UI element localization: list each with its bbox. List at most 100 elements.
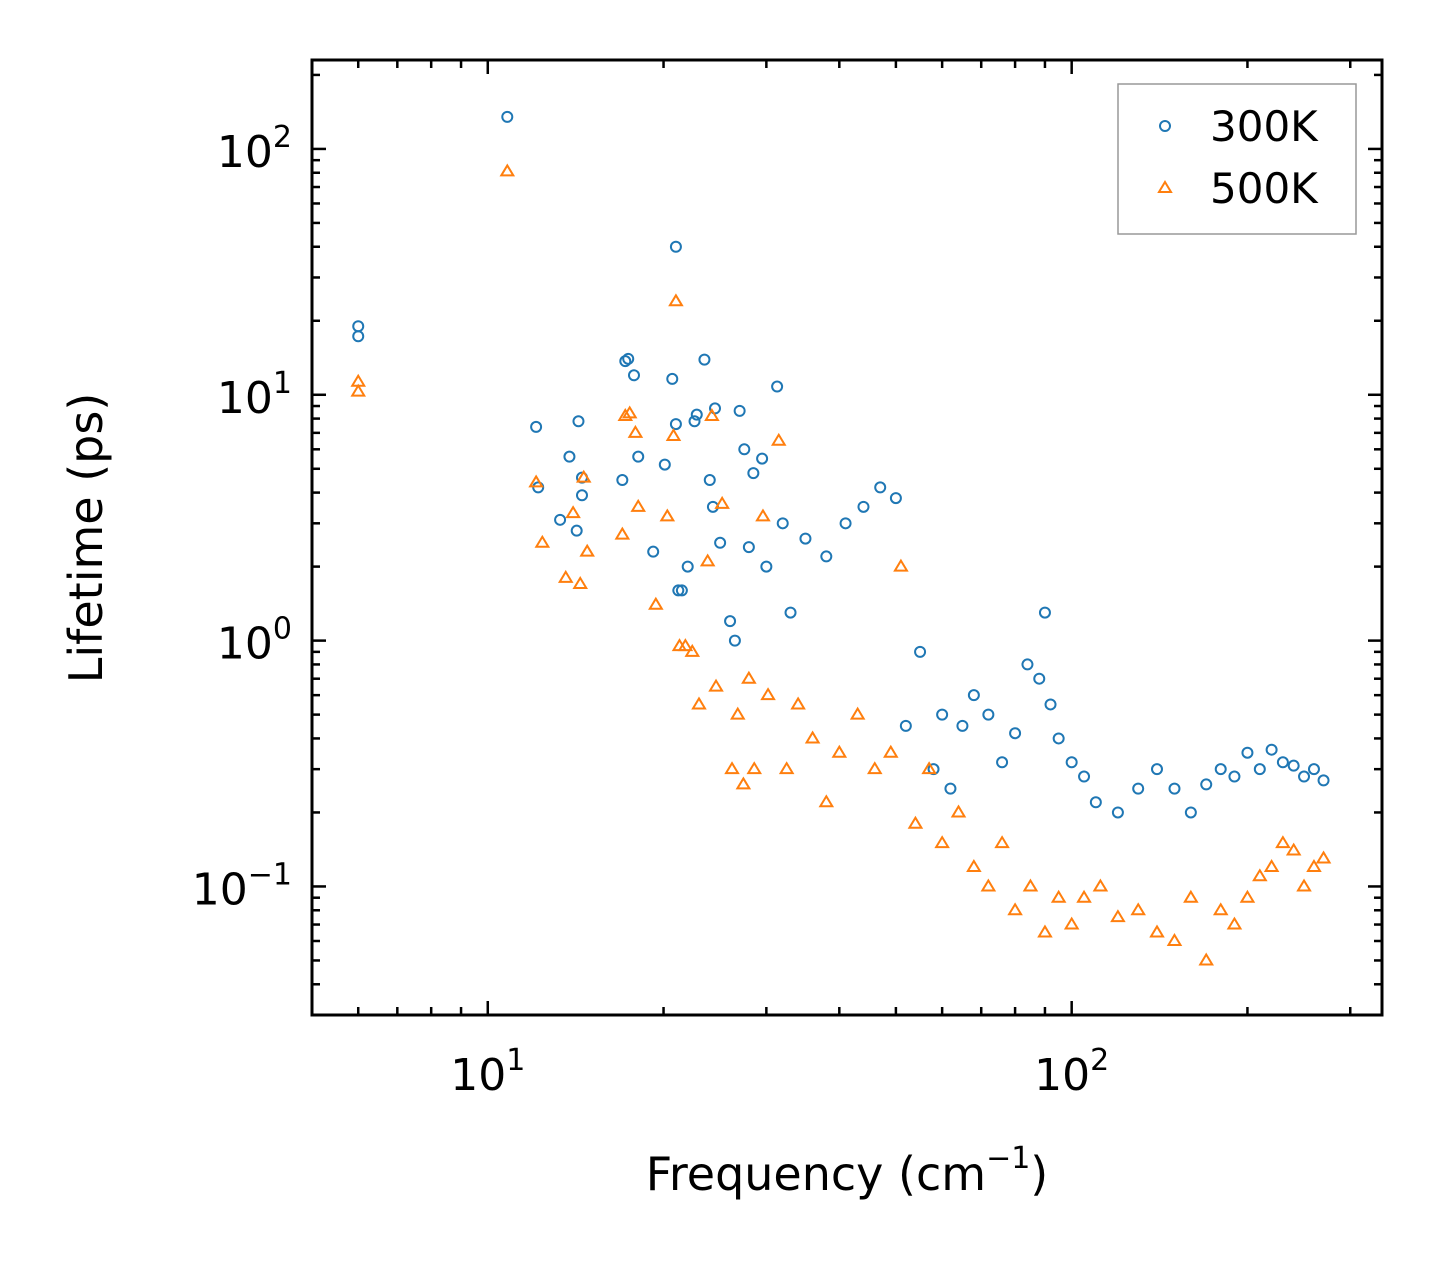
data-point <box>677 638 694 652</box>
data-point <box>557 569 574 583</box>
data-point <box>1052 732 1065 745</box>
data-point <box>1132 782 1145 795</box>
data-point <box>1183 889 1199 903</box>
data-point <box>1009 727 1022 740</box>
data-point <box>1265 743 1278 756</box>
y-tick-label: 101 <box>217 366 292 424</box>
data-point <box>534 534 551 548</box>
data-point <box>1092 878 1109 892</box>
data-point <box>563 450 576 463</box>
data-point <box>352 320 365 333</box>
data-point <box>1275 835 1291 849</box>
data-point <box>1226 916 1243 930</box>
data-point <box>570 524 583 537</box>
data-point <box>350 383 367 397</box>
data-point <box>1198 952 1214 966</box>
data-point <box>665 428 682 441</box>
data-point <box>1252 868 1268 882</box>
data-point <box>1263 859 1280 872</box>
data-point <box>554 513 567 526</box>
data-point <box>956 719 969 732</box>
data-point <box>728 634 741 647</box>
data-point <box>804 730 821 744</box>
data-point <box>967 689 980 702</box>
data-point <box>1166 933 1183 946</box>
y-axis-title: Lifetime (ps) <box>59 393 113 684</box>
data-point <box>1149 924 1165 938</box>
data-point <box>714 495 730 509</box>
data-point <box>980 878 997 892</box>
x-axis-title: Frequency (cm−1) <box>646 1141 1049 1201</box>
data-point <box>1044 698 1057 711</box>
data-point <box>528 474 544 488</box>
data-point <box>1214 763 1227 776</box>
data-point <box>572 576 589 589</box>
data-point <box>691 696 707 710</box>
data-point <box>565 505 581 519</box>
data-point <box>1285 842 1302 856</box>
data-point <box>352 330 365 343</box>
data-point <box>501 110 514 123</box>
data-point <box>994 835 1010 849</box>
data-point <box>1089 796 1102 809</box>
data-point <box>776 517 789 530</box>
data-point <box>760 560 773 573</box>
data-point <box>622 352 635 365</box>
data-point <box>1111 806 1124 819</box>
data-point <box>831 744 848 758</box>
data-point <box>724 615 737 628</box>
data-point <box>818 794 835 808</box>
data-point <box>572 415 585 428</box>
data-point <box>1317 774 1330 787</box>
data-point <box>771 380 784 393</box>
data-point <box>747 467 760 480</box>
data-point <box>899 719 912 732</box>
data-point <box>820 550 833 563</box>
data-point <box>614 526 631 540</box>
plot-area <box>350 110 1332 966</box>
data-point <box>778 761 795 775</box>
data-point <box>784 606 797 619</box>
data-point <box>698 353 711 366</box>
data-point <box>669 240 682 253</box>
data-point <box>756 452 769 465</box>
data-point <box>1168 782 1181 795</box>
data-point <box>616 474 629 487</box>
data-point <box>1130 902 1146 916</box>
data-point <box>1212 902 1229 916</box>
data-point <box>1007 902 1023 916</box>
data-point <box>907 815 924 829</box>
data-point <box>936 708 949 721</box>
data-point <box>849 706 866 720</box>
data-point <box>1276 756 1289 769</box>
data-point <box>669 418 682 431</box>
data-point <box>1033 672 1046 685</box>
data-point <box>1239 889 1256 903</box>
data-point <box>889 492 902 505</box>
data-point <box>704 408 720 421</box>
data-point <box>724 761 740 775</box>
legend-marker-300k <box>1159 120 1171 132</box>
legend-marker-500k <box>1157 180 1173 193</box>
y-tick-label: 10−1 <box>192 857 292 915</box>
data-point <box>982 708 995 721</box>
data-point <box>666 372 679 385</box>
series-500k-points <box>350 163 1332 966</box>
data-point <box>914 645 927 658</box>
data-point <box>621 405 638 419</box>
data-point <box>575 489 588 502</box>
data-point <box>770 432 787 446</box>
data-point <box>1076 889 1092 903</box>
data-point <box>755 508 771 522</box>
data-point <box>746 761 763 775</box>
data-point <box>1050 889 1067 903</box>
data-point <box>1078 770 1091 783</box>
data-point <box>760 687 776 701</box>
data-point <box>950 804 967 818</box>
data-point <box>699 553 716 567</box>
data-point <box>619 355 632 368</box>
data-point <box>966 859 982 872</box>
data-point <box>735 776 752 790</box>
data-point <box>1306 859 1322 872</box>
